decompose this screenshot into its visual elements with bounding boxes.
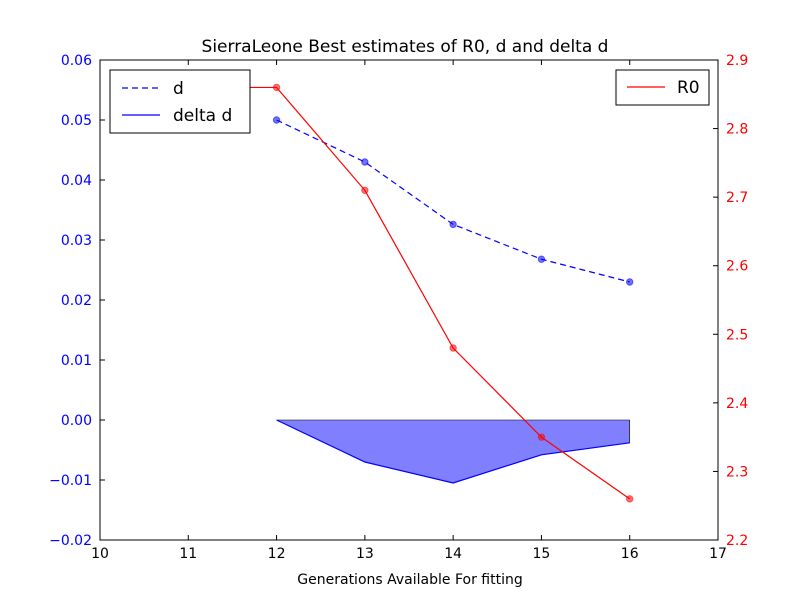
legend-box-left	[109, 69, 251, 134]
y-tick-label-1: −0.01	[49, 473, 92, 489]
x-tick-label-15: 15	[533, 546, 551, 562]
d-point-16	[626, 278, 634, 286]
legends: d delta d R0	[109, 69, 710, 134]
r0-point-14	[449, 344, 457, 352]
y2-tick-label-5: 2.7	[726, 190, 748, 206]
d-point-12	[272, 116, 281, 124]
d-point-14	[449, 220, 457, 229]
plot-area	[184, 83, 634, 503]
r0-point-13	[361, 186, 369, 194]
y-tick-label-5: 0.03	[61, 233, 92, 249]
legend-r0-label: R0	[677, 78, 700, 98]
y2-tick-label-4: 2.6	[726, 259, 748, 275]
y-tick-label-6: 0.04	[61, 173, 92, 189]
x-tick-label-10: 10	[91, 546, 109, 562]
y-tick-label-2: 0.00	[61, 413, 92, 429]
x-axis-label: Generations Available For fitting	[297, 572, 522, 588]
y2-tick-label-1: 2.3	[726, 464, 748, 480]
chart-title: SierraLeone Best estimates of R0, d and …	[202, 37, 609, 57]
y-tick-label-4: 0.02	[61, 293, 92, 309]
y-tick-label-7: 0.05	[61, 113, 92, 129]
r0-line	[188, 86, 631, 500]
y-tick-label-0: −0.02	[49, 533, 92, 549]
x-tick-label-12: 12	[268, 546, 286, 562]
r0-point-15	[537, 433, 546, 441]
r0-point-16	[626, 495, 634, 503]
x-tick-label-17: 17	[709, 546, 727, 562]
legend-d-label: d	[173, 79, 184, 99]
y2-tick-label-3: 2.5	[726, 327, 748, 343]
y2-tick-label-6: 2.8	[726, 122, 748, 138]
y2-tick-label-7: 2.9	[726, 53, 748, 69]
delta-d-area	[276, 419, 631, 484]
d-point-15	[537, 255, 546, 263]
legend-delta-d-label: delta d	[173, 106, 232, 126]
r0-point-12	[272, 83, 281, 92]
x-tick-label-11: 11	[179, 546, 197, 562]
d-line	[276, 119, 630, 283]
axes: 10 11 12 13 14 15 16 17 −0.02 −0.01 0.00 0.01 0.02 0.…	[49, 53, 748, 562]
x-tick-label-13: 13	[356, 546, 374, 562]
delta-d-line	[276, 419, 630, 484]
x-tick-label-14: 14	[444, 546, 462, 562]
y2-tick-label-0: 2.2	[726, 533, 748, 549]
x-tick-label-16: 16	[621, 546, 639, 562]
y2-tick-label-2: 2.4	[726, 396, 748, 412]
d-point-13	[361, 158, 369, 166]
y-tick-label-8: 0.06	[61, 53, 92, 69]
y-tick-label-3: 0.01	[61, 353, 92, 369]
